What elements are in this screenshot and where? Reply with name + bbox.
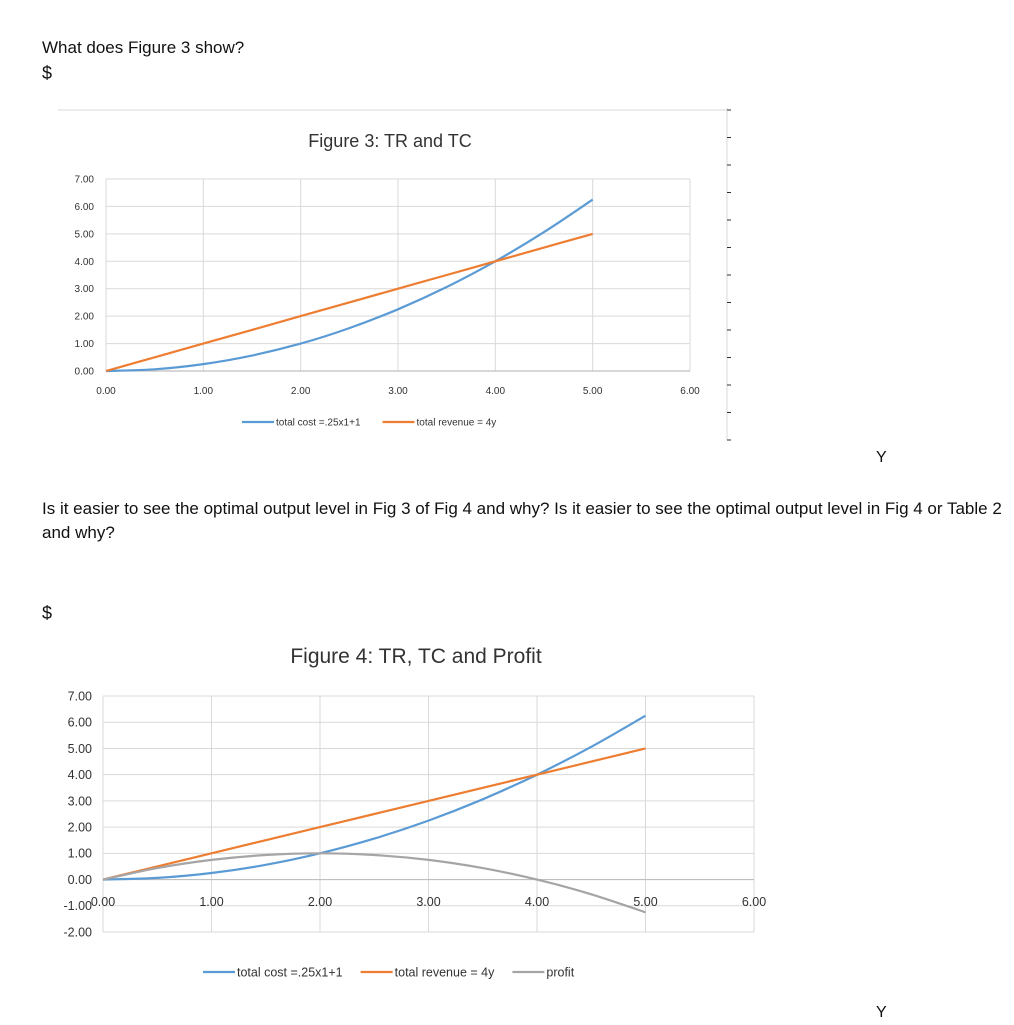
- y-tick-label: 4.00: [68, 768, 92, 782]
- x-tick-label: 6.00: [680, 386, 700, 397]
- y-tick-label: 3.00: [68, 794, 92, 808]
- x-tick-label: 3.00: [416, 895, 440, 909]
- y-tick-label: 1.00: [68, 847, 92, 861]
- y-tick-label: 7.00: [75, 175, 95, 186]
- series-line-total-revenue: [105, 232, 593, 373]
- y-tick-label: 6.00: [75, 202, 95, 213]
- x-tick-label: 5.00: [633, 895, 657, 909]
- x-tick-label: 3.00: [388, 386, 408, 397]
- x-tick-label: 1.00: [194, 386, 214, 397]
- x-tick-label: 2.00: [308, 895, 332, 909]
- x-tick-labels: 0.00 1.00 2.00 3.00 4.00 5.00 6.00: [96, 386, 700, 397]
- axis-label-y-1: Y: [876, 449, 887, 466]
- figure-4-chart: Figure 4: TR, TC and Profit -2.00-1.000.…: [64, 645, 767, 979]
- legend-label-total-cost: total cost =.25x1+1: [237, 965, 343, 979]
- legend-label-profit: profit: [546, 965, 574, 979]
- x-tick-label: 5.00: [583, 386, 603, 397]
- legend-label-total-revenue: total revenue = 4y: [417, 418, 497, 429]
- y-tick-label: 4.00: [75, 257, 95, 268]
- y-tick-labels: -2.00 -1.00 0.00 1.00 2.00 3.00 4.00 5.00 6.00 7.…: [64, 689, 93, 939]
- y-tick-label: 2.00: [75, 312, 95, 323]
- legend-label-total-cost: total cost =.25x1+1: [276, 418, 361, 429]
- y-tick-label: 0.00: [75, 367, 95, 378]
- chart-title: Figure 4: TR, TC and Profit: [290, 645, 541, 668]
- y-tick-label: -1.00: [64, 899, 93, 913]
- figure-3-chart: Figure 3: TR and TC 0.00 1.00 2.00 3.00 4.00…: [58, 108, 731, 441]
- series-lines: [105, 198, 594, 373]
- y-tick-label: 1.00: [75, 339, 95, 350]
- legend: total cost =.25x1+1 total revenue = 4y: [242, 418, 496, 429]
- y-tick-label: 6.00: [68, 716, 92, 730]
- frame-right-ticks: [726, 108, 731, 441]
- y-tick-label: 0.00: [68, 873, 92, 887]
- series-line-total-cost: [105, 198, 594, 373]
- series-lines: [102, 714, 647, 914]
- x-tick-labels: 0.00 1.00 2.00 3.00 4.00 5.00 6.00: [91, 895, 766, 909]
- y-tick-labels: 0.00 1.00 2.00 3.00 4.00 5.00 6.00 7.00: [75, 175, 95, 378]
- currency-label-2: $: [42, 603, 53, 623]
- x-tick-label: 4.00: [525, 895, 549, 909]
- series-line-total-cost: [102, 714, 647, 881]
- legend: total cost =.25x1+1 total revenue = 4y pro…: [203, 965, 575, 979]
- legend-label-total-revenue: total revenue = 4y: [395, 965, 495, 979]
- question-1: What does Figure 3 show?: [42, 38, 245, 57]
- axis-label-y-2: Y: [876, 1004, 887, 1021]
- y-tick-label: 5.00: [68, 742, 92, 756]
- x-tick-label: 6.00: [742, 895, 766, 909]
- chart-title: Figure 3: TR and TC: [308, 131, 471, 151]
- x-tick-label: 1.00: [199, 895, 223, 909]
- y-tick-label: 3.00: [75, 284, 95, 295]
- x-tick-label: 4.00: [486, 386, 506, 397]
- question-2: Is it easier to see the optimal output l…: [42, 499, 1002, 542]
- y-tick-label: 2.00: [68, 820, 92, 834]
- y-tick-label: -2.00: [64, 925, 93, 939]
- x-tick-label: 0.00: [96, 386, 116, 397]
- x-tick-label: 0.00: [91, 895, 115, 909]
- y-tick-label: 7.00: [68, 689, 92, 703]
- series-line-profit: [102, 852, 646, 914]
- series-line-total-revenue: [102, 747, 646, 881]
- currency-label-1: $: [42, 63, 53, 83]
- grid: [105, 178, 691, 372]
- y-tick-label: 5.00: [75, 229, 95, 240]
- x-tick-label: 2.00: [291, 386, 311, 397]
